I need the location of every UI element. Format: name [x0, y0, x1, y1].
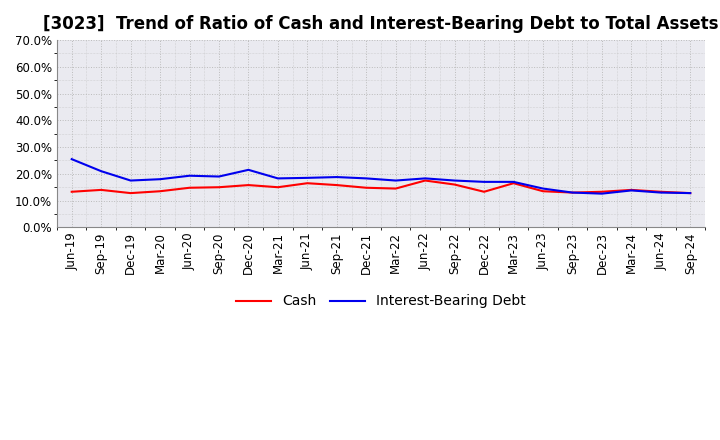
- Interest-Bearing Debt: [303, 175, 312, 180]
- Cash: [627, 187, 636, 193]
- Cash: [598, 189, 606, 194]
- Cash: [215, 185, 223, 190]
- Interest-Bearing Debt: [274, 176, 282, 181]
- Cash: [185, 185, 194, 191]
- Interest-Bearing Debt: [686, 191, 695, 196]
- Interest-Bearing Debt: [450, 178, 459, 183]
- Interest-Bearing Debt: [97, 169, 106, 174]
- Cash: [421, 178, 430, 183]
- Cash: [686, 191, 695, 196]
- Line: Cash: Cash: [72, 180, 690, 193]
- Cash: [657, 189, 665, 194]
- Interest-Bearing Debt: [480, 179, 488, 184]
- Cash: [450, 182, 459, 187]
- Interest-Bearing Debt: [392, 178, 400, 183]
- Interest-Bearing Debt: [126, 178, 135, 183]
- Title: [3023]  Trend of Ratio of Cash and Interest-Bearing Debt to Total Assets: [3023] Trend of Ratio of Cash and Intere…: [43, 15, 719, 33]
- Interest-Bearing Debt: [215, 174, 223, 179]
- Interest-Bearing Debt: [539, 186, 547, 191]
- Interest-Bearing Debt: [509, 179, 518, 184]
- Interest-Bearing Debt: [68, 157, 76, 162]
- Cash: [68, 189, 76, 194]
- Cash: [392, 186, 400, 191]
- Interest-Bearing Debt: [627, 188, 636, 193]
- Cash: [509, 180, 518, 186]
- Interest-Bearing Debt: [362, 176, 371, 181]
- Cash: [568, 190, 577, 195]
- Cash: [126, 191, 135, 196]
- Cash: [97, 187, 106, 193]
- Interest-Bearing Debt: [156, 176, 164, 182]
- Interest-Bearing Debt: [333, 174, 341, 180]
- Interest-Bearing Debt: [421, 176, 430, 181]
- Cash: [303, 180, 312, 186]
- Cash: [539, 189, 547, 194]
- Interest-Bearing Debt: [568, 190, 577, 195]
- Legend: Cash, Interest-Bearing Debt: Cash, Interest-Bearing Debt: [230, 289, 531, 314]
- Cash: [274, 185, 282, 190]
- Interest-Bearing Debt: [657, 190, 665, 195]
- Interest-Bearing Debt: [244, 167, 253, 172]
- Interest-Bearing Debt: [598, 191, 606, 196]
- Cash: [156, 189, 164, 194]
- Cash: [244, 183, 253, 188]
- Cash: [480, 189, 488, 194]
- Cash: [362, 185, 371, 191]
- Line: Interest-Bearing Debt: Interest-Bearing Debt: [72, 159, 690, 194]
- Interest-Bearing Debt: [185, 173, 194, 178]
- Cash: [333, 183, 341, 188]
